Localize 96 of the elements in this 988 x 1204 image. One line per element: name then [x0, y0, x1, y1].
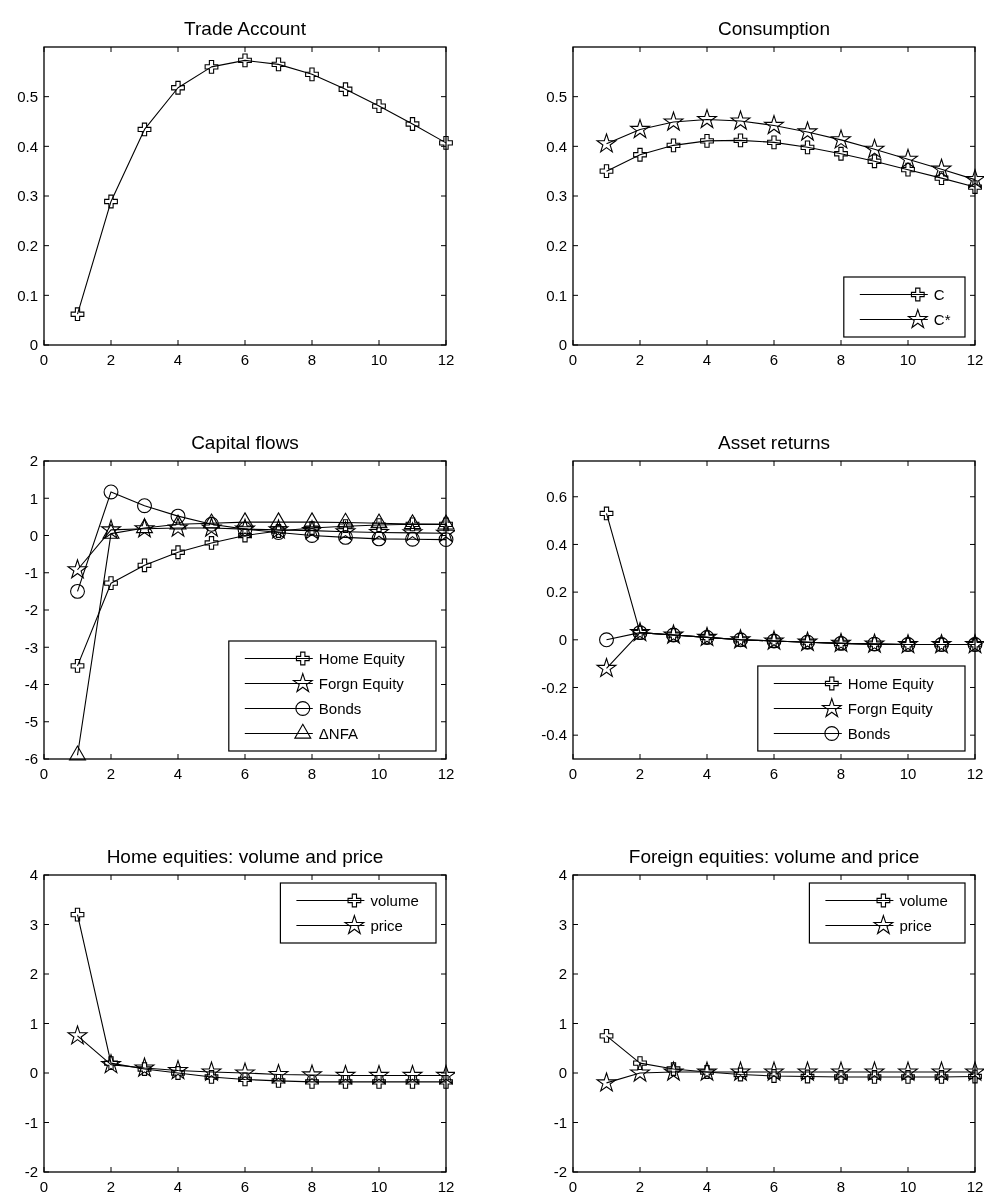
x-tick-label: 2	[106, 765, 116, 782]
y-tick-label: -2	[24, 601, 38, 619]
y-tick-label: 1	[558, 1014, 567, 1032]
y-tick-label: 0.2	[17, 236, 38, 254]
x-tick-label: 10	[899, 351, 917, 368]
x-tick-label: 4	[702, 765, 712, 782]
legend-label: price	[370, 917, 403, 934]
y-tick-label: 0	[558, 1064, 567, 1082]
chart-title: Consumption	[718, 18, 830, 39]
y-tick-label: -3	[24, 638, 38, 656]
y-tick-label: 0	[558, 336, 567, 354]
x-tick-label: 12	[966, 351, 984, 368]
y-tick-label: 3	[558, 915, 567, 933]
x-tick-label: 10	[899, 765, 917, 782]
x-tick-label: 4	[702, 1178, 712, 1195]
y-tick-label: 0	[558, 631, 567, 649]
legend-label: Home Equity	[847, 675, 935, 692]
x-tick-label: 6	[240, 351, 250, 368]
x-tick-label: 6	[240, 1178, 250, 1195]
y-tick-label: 0	[29, 1064, 38, 1082]
x-tick-label: 10	[370, 351, 388, 368]
x-tick-label: 8	[307, 351, 317, 368]
y-tick-label: 0.3	[17, 187, 38, 205]
legend-label: Forgn Equity	[318, 675, 405, 692]
legend-label: volume	[899, 892, 948, 909]
y-tick-label: 0.2	[546, 583, 567, 601]
chart-title: Home equities: volume and price	[106, 846, 384, 867]
legend-label: C	[933, 286, 945, 303]
y-tick-label: -2	[24, 1163, 38, 1181]
y-tick-label: 0	[29, 336, 38, 354]
x-tick-label: 8	[836, 351, 846, 368]
x-tick-label: 4	[173, 1178, 183, 1195]
y-tick-label: 0.6	[546, 488, 567, 506]
y-tick-label: 0.4	[546, 137, 567, 155]
x-tick-label: 10	[370, 1178, 388, 1195]
legend-label: C*	[933, 311, 951, 328]
x-tick-label: 6	[769, 765, 779, 782]
y-tick-label: 0	[29, 526, 38, 544]
x-tick-label: 8	[307, 765, 317, 782]
x-tick-label: 8	[836, 1178, 846, 1195]
x-tick-label: 4	[173, 351, 183, 368]
y-tick-label: 0.5	[546, 87, 567, 105]
x-tick-label: 12	[437, 1178, 455, 1195]
chart-title: Capital flows	[191, 432, 299, 453]
chart-title: Foreign equities: volume and price	[628, 846, 920, 867]
legend-label: Home Equity	[318, 650, 406, 667]
y-tick-label: 3	[29, 915, 38, 933]
y-tick-label: 2	[29, 965, 38, 983]
y-tick-label: -1	[24, 1113, 38, 1131]
x-tick-label: 12	[437, 351, 455, 368]
y-tick-label: 0.4	[17, 137, 38, 155]
legend-label: price	[899, 917, 932, 934]
x-tick-label: 2	[106, 351, 116, 368]
chart-title: Trade Account	[184, 18, 307, 39]
x-tick-label: 6	[769, 1178, 779, 1195]
y-tick-label: 4	[29, 866, 38, 884]
x-tick-label: 4	[173, 765, 183, 782]
y-tick-label: -4	[24, 675, 38, 693]
y-tick-label: 1	[29, 489, 38, 507]
y-tick-label: -1	[24, 564, 38, 581]
legend-label: volume	[370, 892, 419, 909]
y-tick-label: 0.1	[17, 286, 38, 304]
y-tick-label: -0.2	[541, 678, 567, 696]
x-tick-label: 12	[966, 1178, 984, 1195]
x-tick-label: 4	[702, 351, 712, 368]
y-tick-label: -2	[553, 1163, 567, 1181]
x-tick-label: 2	[106, 1178, 116, 1195]
y-tick-label: 4	[558, 866, 567, 884]
legend-label: ΔNFA	[318, 725, 358, 742]
chart-title: Asset returns	[718, 432, 830, 453]
x-tick-label: 6	[769, 351, 779, 368]
y-tick-label: -1	[553, 1113, 567, 1131]
y-tick-label: 0.5	[17, 87, 38, 105]
y-tick-label: -6	[24, 750, 38, 768]
x-tick-label: 12	[966, 765, 984, 782]
y-tick-label: 0.2	[546, 236, 567, 254]
y-tick-label: -5	[24, 713, 38, 730]
y-tick-label: 0.1	[546, 286, 567, 304]
y-tick-label: 1	[29, 1014, 38, 1032]
y-tick-label: -0.4	[541, 726, 567, 744]
x-tick-label: 2	[635, 1178, 645, 1195]
legend-label: Forgn Equity	[847, 700, 934, 717]
x-tick-label: 2	[635, 351, 645, 368]
x-tick-label: 10	[370, 765, 388, 782]
y-tick-label: 0.3	[546, 187, 567, 205]
x-tick-label: 8	[836, 765, 846, 782]
y-tick-label: 2	[558, 965, 567, 983]
legend-label: Bonds	[318, 700, 362, 717]
x-tick-label: 2	[635, 765, 645, 782]
x-tick-label: 8	[307, 1178, 317, 1195]
x-tick-label: 6	[240, 765, 250, 782]
x-tick-label: 12	[437, 765, 455, 782]
y-tick-label: 0.4	[546, 535, 567, 553]
y-tick-label: 2	[29, 452, 38, 470]
legend-label: Bonds	[847, 725, 891, 742]
x-tick-label: 10	[899, 1178, 917, 1195]
